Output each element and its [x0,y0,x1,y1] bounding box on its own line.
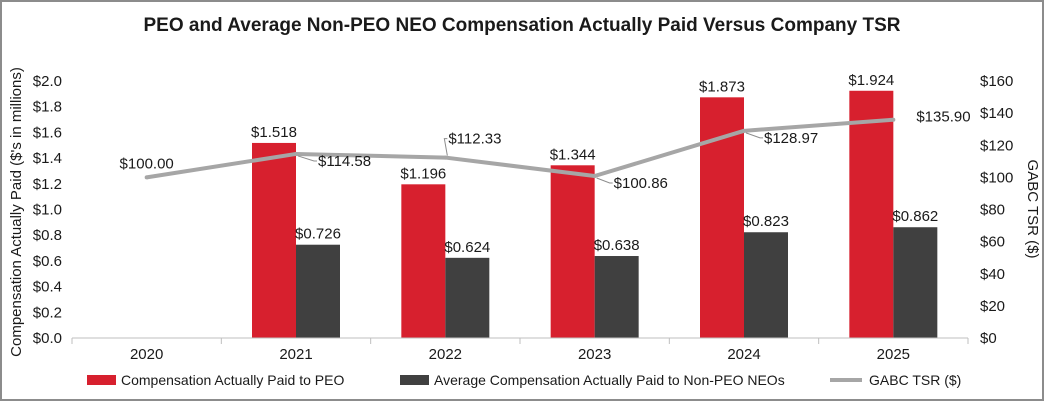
tsr-point [742,128,746,133]
neo-bar-label: $0.624 [444,239,490,256]
tsr-point [592,173,597,178]
y-tick-label-left: $0.0 [33,330,62,347]
y-tick-label-left: $2.0 [33,73,62,90]
tsr-label: $100.86 [614,175,668,192]
y-tick-label-right: $20 [980,298,1005,315]
peo-bar [550,165,595,338]
tsr-label: $100.00 [120,155,174,172]
y-tick-label-right: $40 [980,266,1005,283]
y-tick-label-right: $140 [980,105,1013,122]
y-tick-label-left: $1.4 [33,150,62,167]
legend-label-tsr: GABC TSR ($) [869,372,961,388]
legend-label-neo: Average Compensation Actually Paid to No… [434,372,785,388]
y-tick-label-right: $0 [980,330,997,347]
x-tick-label: 2021 [279,346,312,363]
legend: Compensation Actually Paid to PEO Average… [87,372,961,388]
neo-bar-label: $0.726 [295,226,341,243]
neo-bar [893,227,938,338]
y-axis-title-right: GABC TSR ($) [1024,160,1041,259]
tsr-label: $135.90 [916,109,970,126]
tsr-label: $114.58 [318,153,371,170]
x-tick-label: 2020 [130,346,163,363]
x-tick-label: 2024 [727,346,760,363]
chart-title: PEO and Average Non-PEO NEO Compensation… [143,15,900,36]
y-tick-label-right: $80 [980,202,1005,219]
x-tick-label: 2025 [877,346,910,363]
y-tick-label-right: $100 [980,169,1013,186]
y-tick-label-right: $160 [980,73,1013,90]
y-tick-label-left: $1.2 [33,176,62,193]
neo-bar [594,256,639,338]
legend-label-peo: Compensation Actually Paid to PEO [121,372,344,388]
legend-swatch-neo [400,375,429,385]
y-tick-label-left: $0.6 [33,253,62,270]
peo-bar-label: $1.924 [848,72,894,89]
neo-bar [744,232,788,338]
tsr-leader-line [297,155,317,162]
y-tick-label-left: $0.4 [33,279,62,296]
peo-bar-label: $1.344 [550,146,596,163]
tsr-point [294,151,298,156]
peo-bar [401,184,446,338]
x-tick-label: 2022 [429,346,462,363]
y-tick-label-left: $0.8 [33,227,62,244]
y-axis-title-left: Compensation Actually Paid ($'s in milli… [8,67,25,357]
tsr-leader-line [745,132,763,139]
tsr-point [891,117,896,122]
peo-bar-label: $1.518 [251,124,297,141]
y-tick-label-left: $0.2 [33,304,62,321]
peo-bar [252,142,296,338]
peo-bar-label: $1.873 [699,78,745,95]
tsr-label: $128.97 [764,130,818,147]
legend-swatch-peo [87,375,116,385]
tsr-line [146,117,894,180]
tsr-label: $112.33 [448,131,501,148]
neo-bar [445,257,490,338]
neo-bar-label: $0.823 [743,213,789,230]
y-tick-label-right: $60 [980,234,1005,251]
tsr-leader-line [596,177,613,184]
y-tick-label-left: $1.6 [33,124,62,141]
peo-bar [849,90,894,339]
neo-bar-label: $0.862 [892,208,938,225]
tsr-point [144,175,149,180]
y-tick-label-left: $1.0 [33,202,62,219]
tsr-point [443,155,448,160]
y-tick-label-left: $1.8 [33,99,62,116]
tsr-leader-line [443,138,448,156]
x-tick-label: 2023 [578,346,611,363]
neo-bar [296,244,340,338]
neo-bar-label: $0.638 [594,237,640,254]
peo-bar-label: $1.196 [400,165,446,182]
y-tick-label-right: $120 [980,137,1013,154]
